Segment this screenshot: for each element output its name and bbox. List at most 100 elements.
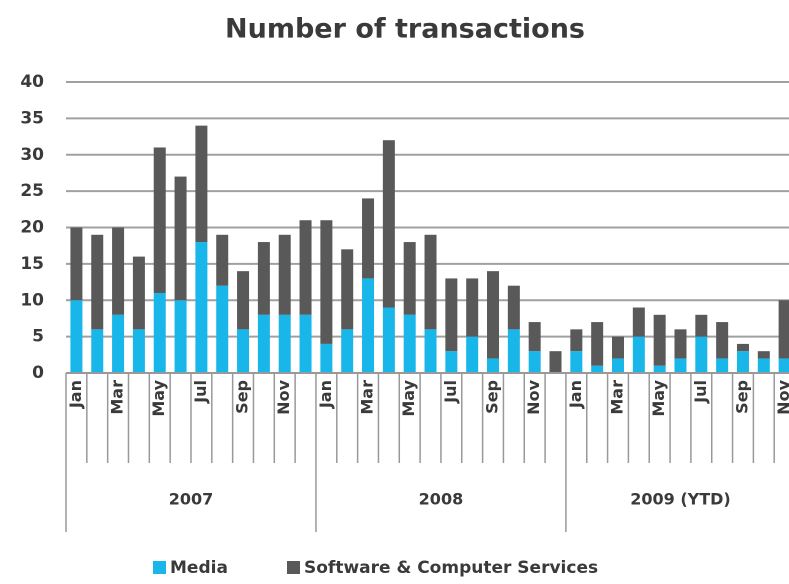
- bar-segment: [778, 358, 789, 373]
- y-tick-label: 10: [20, 290, 44, 310]
- bar-segment: [757, 351, 770, 359]
- bar-segment: [382, 140, 395, 308]
- bar-segment: [278, 234, 291, 315]
- bar-segment: [195, 242, 208, 373]
- bar-segment: [320, 343, 333, 373]
- bar-segment: [153, 292, 166, 373]
- bar-segment: [466, 278, 479, 337]
- bar-segment: [778, 300, 789, 359]
- x-tick-label: Nov: [274, 379, 293, 414]
- bar-segment: [216, 234, 229, 286]
- bar-segment: [424, 329, 437, 373]
- bar-segment: [320, 220, 333, 344]
- x-tick-label: Sep: [483, 380, 502, 414]
- bar-segment: [611, 336, 624, 359]
- bar-segment: [507, 285, 520, 330]
- bar-segment: [91, 329, 104, 373]
- bar-segment: [237, 329, 250, 373]
- bar-segment: [528, 322, 541, 352]
- bar-segment: [341, 249, 354, 330]
- bar-segment: [257, 314, 270, 373]
- x-tick-label: Mar: [358, 380, 377, 415]
- bar-segment: [70, 300, 83, 373]
- bar-segment: [341, 329, 354, 373]
- x-tick-label: Jul: [691, 380, 710, 404]
- bar-segment: [403, 314, 416, 373]
- group-label: 2009 (YTD): [630, 490, 731, 509]
- x-tick-label: Jan: [566, 380, 585, 409]
- y-tick-label: 20: [20, 218, 44, 238]
- bar-segment: [174, 300, 187, 373]
- y-tick-label: 30: [20, 145, 44, 165]
- bar-segment: [653, 365, 666, 373]
- y-tick-label: 40: [20, 72, 44, 92]
- bar-segment: [591, 365, 604, 373]
- bar-segment: [570, 351, 583, 373]
- bar-segment: [153, 147, 166, 293]
- y-tick-label: 0: [32, 363, 44, 383]
- bar-segment: [382, 307, 395, 373]
- bar-segment: [466, 336, 479, 373]
- legend-swatch: [153, 561, 166, 574]
- x-tick-label: May: [399, 379, 418, 416]
- x-tick-label: Nov: [524, 379, 543, 414]
- bar-segment: [91, 234, 104, 330]
- x-tick-label: May: [149, 379, 168, 416]
- bar-segment: [362, 278, 375, 373]
- x-tick-label: Jul: [191, 380, 210, 404]
- bar-segment: [695, 336, 708, 373]
- bar-segment: [299, 314, 312, 373]
- bar-segment: [653, 314, 666, 366]
- x-tick-label: Jan: [316, 380, 335, 409]
- x-tick-label: May: [649, 379, 668, 416]
- group-label: 2008: [419, 490, 464, 509]
- bar-segment: [257, 242, 270, 315]
- bar-segment: [237, 271, 250, 330]
- bar-segment: [716, 322, 729, 359]
- bar-segment: [299, 220, 312, 315]
- bar-segment: [403, 242, 416, 315]
- bar-segment: [424, 234, 437, 330]
- bar-segment: [362, 198, 375, 279]
- bar-segment: [195, 125, 208, 243]
- bar-segment: [695, 314, 708, 337]
- x-tick-label: Sep: [233, 380, 252, 414]
- x-tick-label: Jan: [66, 380, 85, 409]
- bar-segment: [70, 227, 83, 301]
- bar-segment: [132, 329, 145, 373]
- legend-swatch: [287, 561, 300, 574]
- bar-segment: [216, 285, 229, 373]
- bar-segment: [632, 336, 645, 373]
- bar-segment: [674, 358, 687, 373]
- bar-segment: [632, 307, 645, 337]
- bar-segment: [507, 329, 520, 373]
- bar-segment: [736, 343, 749, 352]
- y-tick-label: 35: [20, 108, 44, 128]
- bar-segment: [570, 329, 583, 352]
- y-tick-label: 15: [20, 254, 44, 274]
- bar-segment: [716, 358, 729, 373]
- bar-segment: [528, 351, 541, 373]
- bar-segment: [591, 322, 604, 366]
- x-tick-label: Nov: [774, 379, 789, 414]
- bar-segment: [611, 358, 624, 373]
- bar-segment: [487, 271, 500, 359]
- group-label: 2007: [169, 490, 214, 509]
- bar-segment: [278, 314, 291, 373]
- bar-segment: [112, 314, 125, 373]
- bar-segment: [549, 351, 562, 373]
- x-tick-label: Mar: [108, 380, 127, 415]
- x-tick-label: Sep: [732, 380, 751, 414]
- bar-segment: [736, 351, 749, 373]
- bar-segment: [112, 227, 125, 315]
- bar-segment: [757, 358, 770, 373]
- bar-segment: [445, 278, 458, 352]
- x-tick-label: Jul: [441, 380, 460, 404]
- bar-segment: [132, 256, 145, 330]
- chart-title: Number of transactions: [225, 14, 585, 45]
- x-tick-label: Mar: [607, 380, 626, 415]
- y-tick-label: 25: [20, 181, 44, 201]
- y-tick-label: 5: [32, 327, 44, 347]
- bar-segment: [174, 176, 187, 301]
